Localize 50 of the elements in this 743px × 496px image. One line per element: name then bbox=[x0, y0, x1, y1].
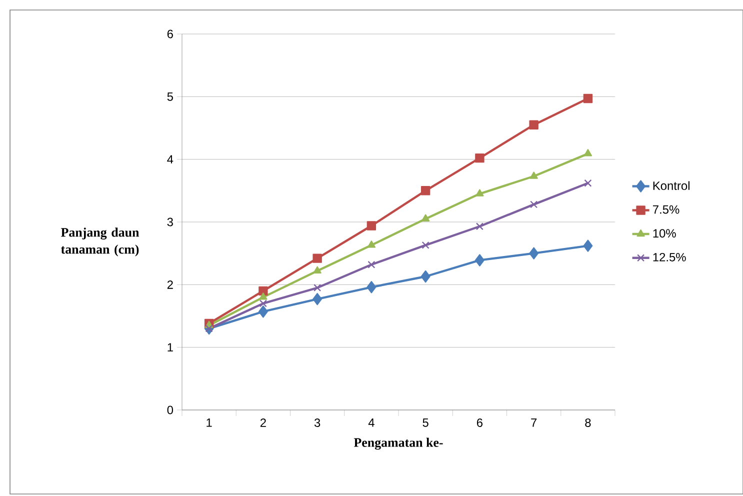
y-tick-label: 6 bbox=[167, 30, 173, 38]
y-tick-label: 2 bbox=[167, 280, 173, 289]
y-tick-label: 4 bbox=[167, 155, 174, 164]
point bbox=[584, 179, 592, 187]
point bbox=[366, 221, 376, 230]
point bbox=[259, 292, 268, 300]
point bbox=[313, 266, 322, 274]
point bbox=[368, 260, 376, 268]
point bbox=[422, 214, 430, 222]
point bbox=[529, 120, 538, 130]
x-tick-label: 2 bbox=[260, 418, 266, 427]
y-tick-label: 0 bbox=[167, 406, 174, 414]
point bbox=[422, 241, 430, 249]
point bbox=[314, 284, 322, 292]
x-tick-label: 8 bbox=[585, 418, 591, 427]
x-tick-label: 1 bbox=[206, 418, 212, 427]
x-tick-label: 7 bbox=[531, 418, 537, 427]
point bbox=[258, 306, 268, 318]
y-tick-label: 1 bbox=[168, 343, 173, 352]
legend-label: 7.5% bbox=[652, 205, 680, 214]
point bbox=[205, 324, 213, 332]
x-tick-label: 5 bbox=[422, 418, 428, 427]
point bbox=[312, 292, 322, 306]
x-tick-label: 4 bbox=[368, 418, 374, 427]
x-tick-label: 3 bbox=[314, 418, 320, 427]
point bbox=[583, 94, 593, 104]
y-axis-title: Panjang daun tanaman (cm) bbox=[61, 228, 140, 256]
legend-label: Kontrol bbox=[653, 181, 690, 190]
point bbox=[584, 149, 592, 156]
point bbox=[583, 240, 593, 252]
y-tick-label: 3 bbox=[167, 218, 173, 226]
point bbox=[366, 281, 376, 294]
point bbox=[312, 254, 322, 263]
point bbox=[258, 286, 268, 296]
point bbox=[367, 240, 376, 248]
point bbox=[530, 172, 538, 179]
point bbox=[420, 270, 430, 283]
y-tick-label: 5 bbox=[167, 92, 173, 101]
x-tick-label: 6 bbox=[476, 418, 482, 427]
point bbox=[475, 153, 484, 163]
legend-label: 10% bbox=[653, 229, 676, 238]
x-axis-title: Pengamatan ke- bbox=[354, 438, 443, 450]
point bbox=[529, 247, 539, 260]
point bbox=[476, 222, 484, 230]
point bbox=[259, 300, 267, 308]
point bbox=[420, 186, 430, 196]
legend-label: 12.5% bbox=[653, 252, 686, 262]
point bbox=[530, 200, 538, 208]
point bbox=[476, 189, 484, 196]
point bbox=[474, 254, 484, 266]
